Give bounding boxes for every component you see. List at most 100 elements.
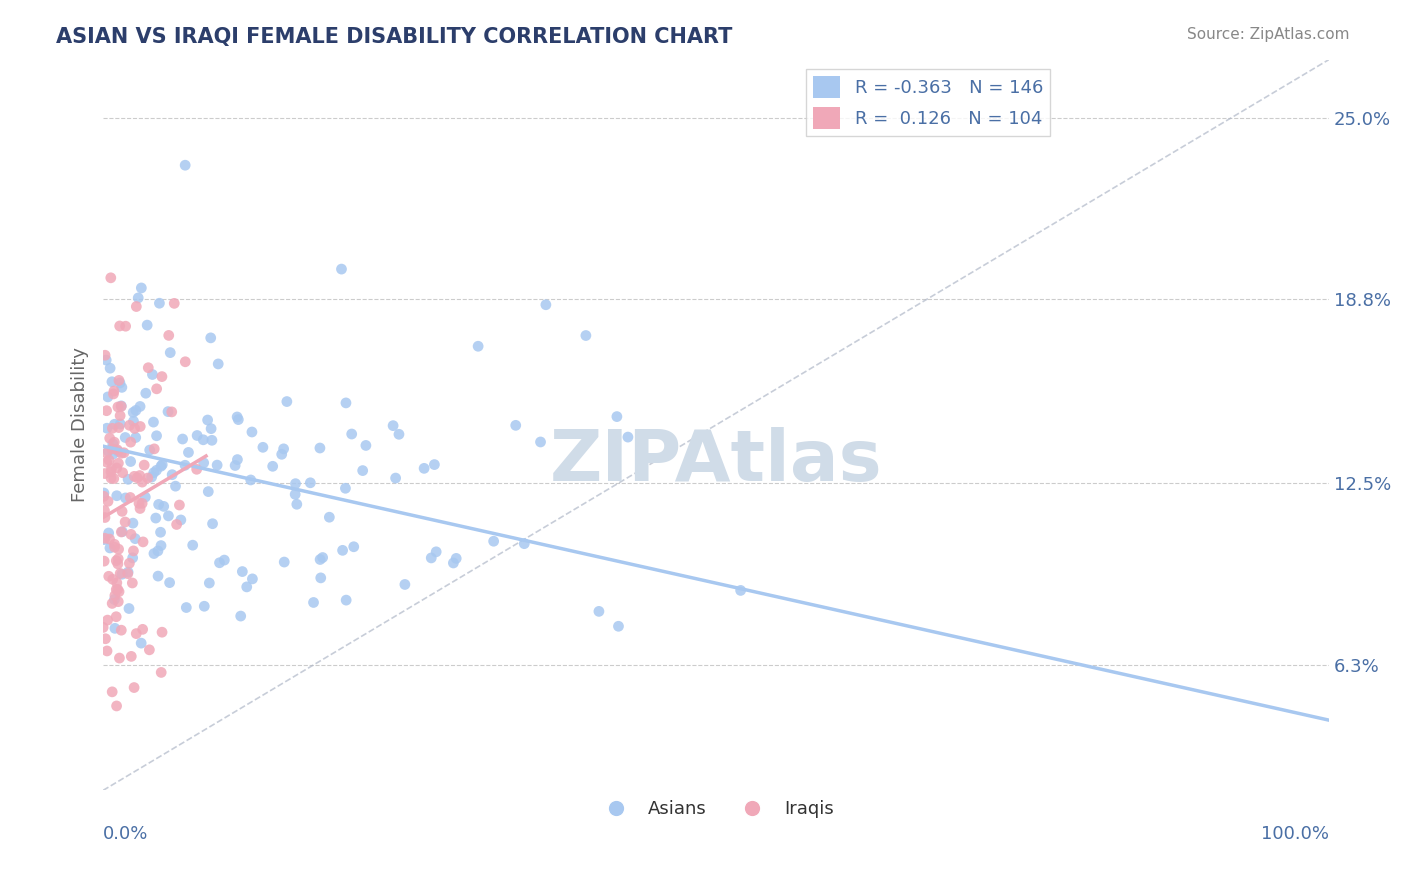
Iraqis: [174, 355, 197, 369]
Asians: [172, 432, 194, 446]
Asians: [118, 601, 141, 615]
Asians: [441, 556, 464, 570]
Iraqis: [107, 420, 129, 434]
Iraqis: [131, 496, 153, 510]
Asians: [505, 418, 527, 433]
Iraqis: [110, 623, 132, 637]
Iraqis: [105, 554, 128, 568]
Asians: [229, 609, 252, 624]
Asians: [354, 438, 377, 452]
Iraqis: [127, 471, 149, 485]
Asians: [226, 409, 249, 424]
Asians: [125, 430, 148, 444]
Asians: [309, 552, 332, 566]
Iraqis: [103, 540, 125, 554]
Iraqis: [129, 419, 152, 434]
Asians: [302, 595, 325, 609]
Iraqis: [107, 551, 129, 566]
Iraqis: [150, 625, 173, 640]
Asians: [588, 604, 610, 618]
Asians: [105, 489, 128, 503]
Text: Source: ZipAtlas.com: Source: ZipAtlas.com: [1187, 27, 1350, 42]
Asians: [270, 447, 292, 461]
Iraqis: [120, 491, 142, 505]
Asians: [110, 399, 132, 413]
Text: 0.0%: 0.0%: [103, 825, 149, 844]
Asians: [122, 405, 145, 419]
Iraqis: [145, 382, 167, 396]
Iraqis: [128, 468, 150, 483]
Iraqis: [101, 596, 124, 610]
Asians: [340, 427, 363, 442]
Asians: [174, 458, 197, 473]
Asians: [138, 443, 160, 458]
Iraqis: [107, 400, 129, 414]
Iraqis: [103, 537, 125, 551]
Asians: [205, 458, 228, 472]
Iraqis: [108, 318, 131, 333]
Iraqis: [125, 300, 148, 314]
Iraqis: [107, 582, 129, 597]
Asians: [149, 459, 172, 474]
Asians: [176, 600, 198, 615]
Asians: [142, 466, 165, 480]
Asians: [103, 592, 125, 607]
Iraqis: [107, 456, 129, 470]
Text: 100.0%: 100.0%: [1261, 825, 1329, 844]
Asians: [122, 516, 145, 530]
Iraqis: [93, 554, 115, 568]
Asians: [101, 437, 124, 451]
Asians: [214, 553, 236, 567]
Asians: [444, 551, 467, 566]
Iraqis: [143, 442, 166, 456]
Iraqis: [111, 504, 134, 518]
Asians: [121, 550, 143, 565]
Asians: [299, 475, 322, 490]
Asians: [177, 445, 200, 459]
Asians: [382, 418, 405, 433]
Asians: [120, 454, 142, 468]
Asians: [157, 404, 180, 418]
Asians: [101, 447, 124, 461]
Asians: [146, 544, 169, 558]
Text: ZIPAtlas: ZIPAtlas: [550, 427, 883, 496]
Asians: [332, 543, 354, 558]
Iraqis: [101, 685, 124, 699]
Asians: [228, 412, 250, 426]
Asians: [252, 440, 274, 454]
Iraqis: [101, 442, 124, 456]
Asians: [231, 565, 253, 579]
Asians: [208, 556, 231, 570]
Asians: [239, 473, 262, 487]
Asians: [145, 463, 167, 477]
Asians: [160, 467, 183, 482]
Asians: [141, 470, 163, 484]
Iraqis: [105, 609, 128, 624]
Asians: [148, 296, 170, 310]
Text: ASIAN VS IRAQI FEMALE DISABILITY CORRELATION CHART: ASIAN VS IRAQI FEMALE DISABILITY CORRELA…: [56, 27, 733, 46]
Iraqis: [186, 462, 208, 476]
Iraqis: [121, 576, 143, 591]
Iraqis: [150, 665, 173, 680]
Asians: [423, 458, 446, 472]
Asians: [152, 500, 174, 514]
Asians: [107, 444, 129, 458]
Asians: [103, 417, 125, 432]
Asians: [197, 413, 219, 427]
Asians: [425, 545, 447, 559]
Asians: [149, 525, 172, 540]
Iraqis: [97, 569, 120, 583]
Iraqis: [120, 527, 142, 541]
Asians: [309, 441, 332, 455]
Asians: [335, 593, 357, 607]
Asians: [242, 572, 264, 586]
Asians: [141, 368, 163, 382]
Asians: [200, 331, 222, 345]
Iraqis: [105, 575, 128, 590]
Asians: [413, 461, 436, 475]
Iraqis: [98, 453, 121, 467]
Asians: [330, 262, 353, 277]
Asians: [201, 434, 224, 448]
Asians: [145, 429, 167, 443]
Asians: [110, 417, 132, 431]
